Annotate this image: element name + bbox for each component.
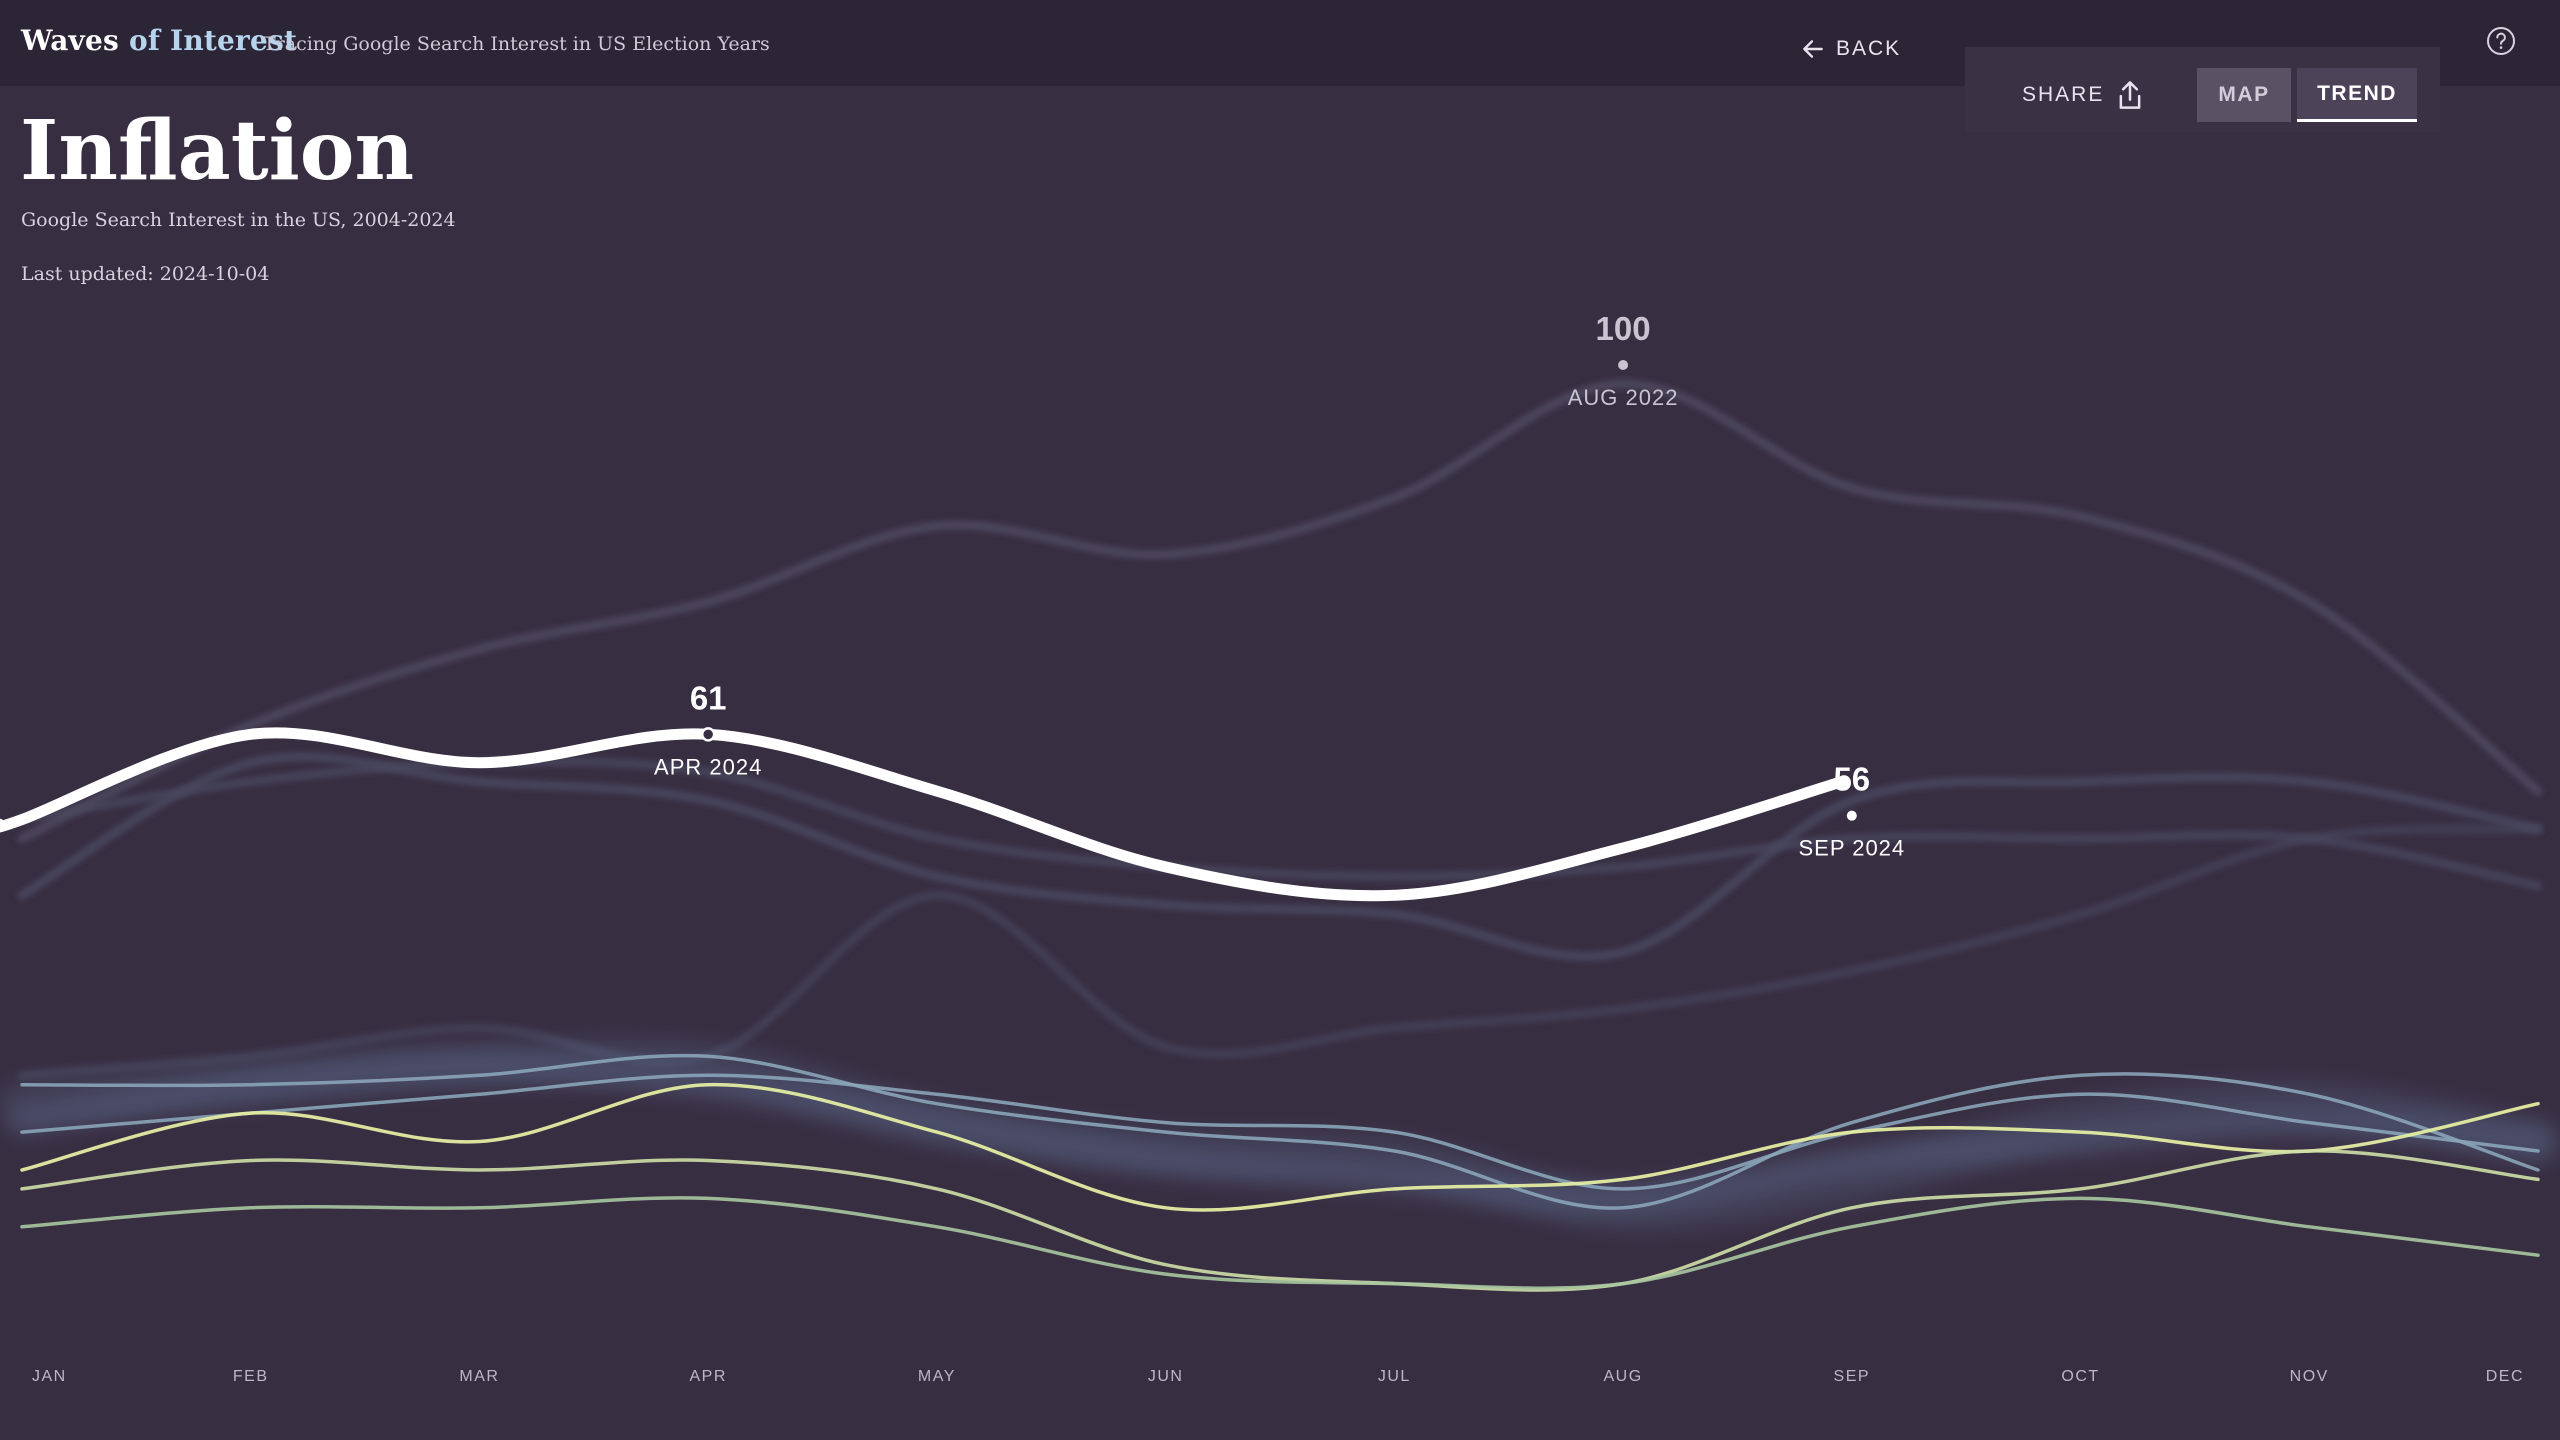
context-lines-layer	[0, 752, 2560, 1292]
annotation-date: AUG 2022	[1568, 385, 1679, 410]
annotation-value: 61	[690, 679, 727, 716]
context-line-9	[20, 1149, 2540, 1292]
highlight-series-line	[0, 727, 1848, 902]
share-label: SHARE	[2022, 83, 2105, 106]
annotation-dot	[700, 727, 716, 742]
month-axis: JAN FEB MAR APR MAY JUN JUL AUG SEP OCT NOV DEC	[32, 1368, 2524, 1385]
view-toggle: MAP TREND	[2197, 68, 2417, 122]
annotation-sep-2024[interactable]: 56 SEP 2024	[1798, 761, 1905, 861]
context-line-6	[20, 1073, 2540, 1191]
annotation-dot	[1618, 360, 1629, 370]
context-line-7	[20, 1053, 2540, 1210]
annotations-layer: 61 APR 2024 100 AUG 2022 56 SEP 2024	[654, 310, 1905, 861]
context-line-10	[20, 1196, 2540, 1290]
month-tick-feb: FEB	[233, 1368, 269, 1385]
arrow-left-icon	[1803, 40, 1823, 58]
month-tick-jan: JAN	[32, 1368, 67, 1385]
last-updated: Last updated: 2024-10-04	[21, 263, 270, 285]
annotation-value: 56	[1833, 761, 1870, 798]
back-button[interactable]: BACK	[1800, 34, 1901, 64]
context-line-8	[20, 1082, 2540, 1212]
month-tick-oct: OCT	[2061, 1368, 2099, 1385]
annotation-date: SEP 2024	[1798, 836, 1905, 861]
context-line-3	[17, 824, 2543, 1080]
peak-line-layer	[17, 379, 2543, 843]
brand-logo[interactable]: Waves of Interest	[21, 24, 297, 57]
annotation-date: APR 2024	[654, 754, 762, 779]
tagline: Tracing Google Search Interest in US Ele…	[263, 33, 770, 55]
month-tick-sep: SEP	[1834, 1368, 1871, 1385]
help-circle-icon[interactable]	[2485, 25, 2517, 57]
map-tab[interactable]: MAP	[2197, 68, 2291, 122]
page-subtitle: Google Search Interest in the US, 2004-2…	[21, 209, 456, 231]
highlight-line-layer	[0, 727, 1848, 902]
context-line-5	[7, 1050, 2553, 1214]
brand-word-1: Waves	[21, 24, 120, 57]
month-tick-jul: JUL	[1378, 1368, 1411, 1385]
annotation-aug-2022[interactable]: 100 AUG 2022	[1568, 310, 1679, 410]
month-tick-aug: AUG	[1604, 1368, 1643, 1385]
page-title: Inflation	[20, 103, 415, 199]
month-tick-mar: MAR	[459, 1368, 499, 1385]
month-tick-nov: NOV	[2290, 1368, 2329, 1385]
share-upload-icon	[2119, 81, 2141, 109]
share-button[interactable]: SHARE	[2022, 78, 2144, 112]
annotation-apr-2024[interactable]: 61 APR 2024	[654, 679, 762, 779]
brand-word-2: of Interest	[128, 24, 298, 57]
trend-tab[interactable]: TREND	[2297, 68, 2417, 122]
context-line-1	[17, 752, 2543, 961]
month-tick-may: MAY	[918, 1368, 956, 1385]
back-label: BACK	[1836, 37, 1902, 60]
annotation-value: 100	[1596, 310, 1651, 347]
peak-series-line	[17, 379, 2543, 843]
month-tick-jun: JUN	[1148, 1368, 1184, 1385]
annotation-dot	[1846, 810, 1857, 821]
month-tick-dec: DEC	[2486, 1368, 2524, 1385]
month-tick-apr: APR	[689, 1368, 726, 1385]
